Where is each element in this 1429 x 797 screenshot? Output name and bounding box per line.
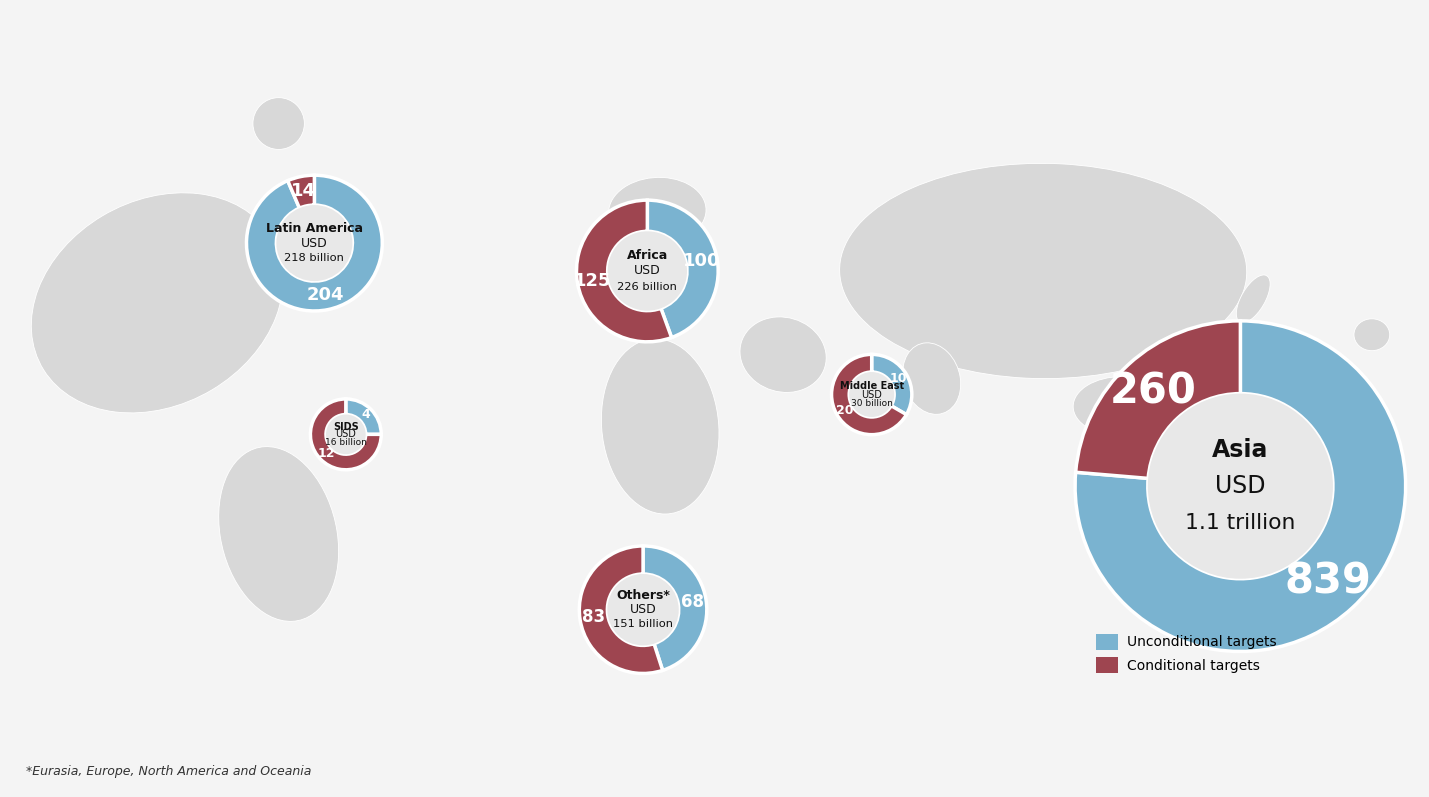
Wedge shape (1075, 321, 1406, 651)
Ellipse shape (740, 317, 826, 392)
Wedge shape (287, 175, 314, 208)
Text: 204: 204 (306, 286, 344, 304)
Wedge shape (579, 546, 663, 673)
Text: 125: 125 (574, 272, 612, 289)
Text: 100: 100 (683, 253, 720, 270)
Text: 30 billion: 30 billion (850, 398, 893, 408)
Text: 260: 260 (1110, 371, 1196, 412)
Text: 83: 83 (583, 608, 606, 626)
Text: 1.1 trillion: 1.1 trillion (1185, 512, 1296, 532)
Text: 226 billion: 226 billion (617, 281, 677, 292)
Text: USD: USD (630, 603, 656, 616)
Wedge shape (346, 399, 382, 434)
Text: 14: 14 (292, 183, 316, 200)
Ellipse shape (840, 163, 1246, 379)
Wedge shape (1076, 321, 1240, 478)
Text: Africa: Africa (627, 249, 667, 262)
Text: USD: USD (302, 237, 327, 249)
Text: 839: 839 (1285, 560, 1370, 602)
Text: Latin America: Latin America (266, 222, 363, 234)
Text: *Eurasia, Europe, North America and Oceania: *Eurasia, Europe, North America and Ocea… (26, 764, 312, 778)
Wedge shape (576, 200, 672, 342)
Text: Others*: Others* (616, 589, 670, 603)
Ellipse shape (1236, 275, 1270, 323)
Text: USD: USD (336, 430, 356, 439)
Circle shape (849, 372, 895, 417)
Ellipse shape (31, 193, 283, 413)
Text: 68: 68 (680, 593, 703, 611)
Circle shape (607, 574, 679, 646)
Text: 151 billion: 151 billion (613, 618, 673, 629)
Legend: Unconditional targets, Conditional targets: Unconditional targets, Conditional targe… (1096, 634, 1276, 673)
Text: Asia: Asia (1212, 438, 1269, 461)
Wedge shape (310, 399, 382, 469)
Text: 16 billion: 16 billion (324, 438, 367, 446)
Text: 12: 12 (317, 447, 334, 461)
Text: 4: 4 (362, 408, 370, 422)
Wedge shape (246, 175, 383, 311)
Ellipse shape (1353, 319, 1389, 351)
Text: 218 billion: 218 billion (284, 253, 344, 263)
Ellipse shape (609, 178, 706, 245)
Text: USD: USD (1215, 474, 1266, 498)
Ellipse shape (219, 446, 339, 622)
Text: USD: USD (634, 265, 660, 277)
Wedge shape (872, 355, 912, 414)
Text: USD: USD (862, 390, 882, 399)
Text: 10: 10 (890, 372, 907, 386)
Text: SIDS: SIDS (333, 422, 359, 431)
Ellipse shape (1073, 377, 1170, 437)
Ellipse shape (903, 343, 960, 414)
Wedge shape (832, 355, 906, 434)
Circle shape (607, 231, 687, 311)
Circle shape (276, 205, 353, 281)
Text: 20: 20 (836, 403, 853, 417)
Circle shape (1147, 394, 1333, 579)
Ellipse shape (602, 339, 719, 514)
Wedge shape (647, 200, 719, 338)
Text: Middle East: Middle East (840, 381, 903, 391)
Ellipse shape (1162, 542, 1290, 630)
Circle shape (326, 414, 366, 454)
Wedge shape (643, 546, 707, 670)
Ellipse shape (253, 97, 304, 150)
